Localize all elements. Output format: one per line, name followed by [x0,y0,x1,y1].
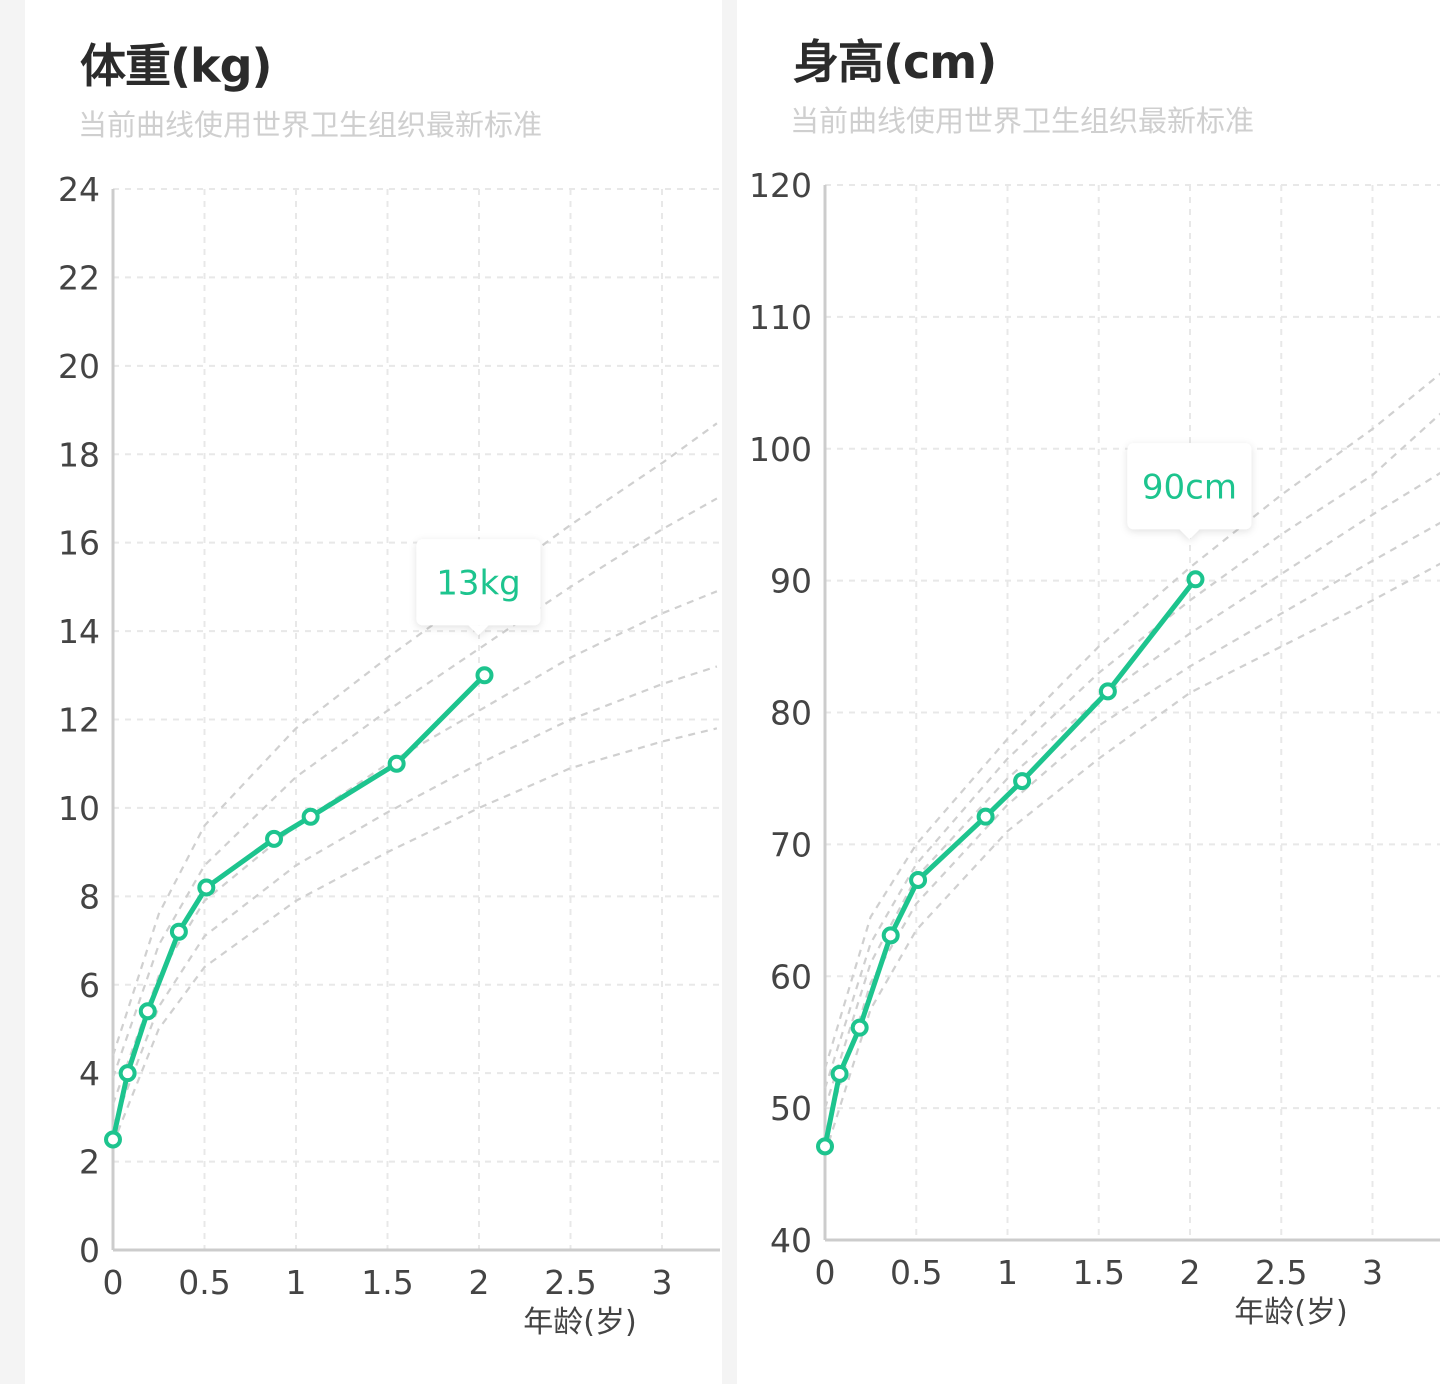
height-x-axis-label: 年龄(岁) [1234,1295,1347,1330]
weight-y-tick-label: 4 [79,1054,100,1093]
height-data-point [1013,772,1032,791]
weight-tooltip [416,539,541,636]
weight-data-point [118,1064,137,1083]
height-y-tick-label: 90 [770,562,812,601]
weight-x-tick-label: 0.5 [178,1263,230,1302]
height-chart-card [737,0,1440,1384]
height-x-tick-label: 2 [1180,1253,1201,1292]
weight-y-tick-label: 8 [79,877,100,916]
height-y-tick-label: 60 [770,957,812,996]
height-chart-title: 身高(cm) [793,35,997,89]
height-tooltip-pointer [1179,529,1200,540]
weight-x-tick-label: 2.5 [544,1263,596,1302]
height-y-tick-label: 120 [749,166,812,205]
weight-data-point [387,754,406,773]
height-x-tick-label: 3 [1362,1253,1383,1292]
height-data-point [1098,682,1117,701]
weight-y-tick-label: 18 [58,435,100,474]
height-data-point [816,1137,834,1156]
height-y-tick-label: 100 [749,430,812,469]
height-chart-subtitle: 当前曲线使用世界卫生组织最新标准 [790,104,1255,138]
weight-x-axis-label: 年龄(岁) [523,1305,636,1340]
height-data-point [881,926,900,945]
weight-chart-title: 体重(kg) [80,39,273,93]
weight-data-point [265,829,284,848]
weight-data-point [197,878,216,897]
weight-data-line [110,673,487,1141]
height-y-tick-label: 70 [770,825,812,864]
weight-tooltip-pointer [468,625,489,636]
height-data-point [1186,570,1205,589]
height-y-tick-label: 80 [770,694,812,733]
height-y-tick-label: 50 [770,1089,812,1128]
weight-y-tick-label: 2 [79,1143,100,1182]
weight-y-tick-label: 16 [58,524,100,563]
weight-y-tick-label: 24 [58,170,100,209]
height-plot: 40 50 60 70 80 90 100 110 120 0 0.5 1 1.5 2 2.5 3 3.5 年龄(… [749,166,1440,1330]
height-x-tick-label: 0.5 [890,1253,942,1292]
weight-tooltip-text: 13kg [436,563,521,603]
height-x-tick-label: 1 [997,1253,1018,1292]
weight-tooltip-box [416,539,541,626]
height-x-tick-label: 0 [815,1253,836,1292]
height-x-tick-label: 3.5 [1438,1253,1440,1292]
weight-x-tick-label: 1.5 [361,1263,413,1302]
weight-data-point [138,1002,157,1021]
weight-y-tick-label: 6 [79,966,100,1005]
weight-y-tick-label: 0 [79,1231,100,1270]
height-tooltip-box [1127,443,1252,530]
weight-x-tick-label: 3 [652,1263,673,1302]
height-y-tick-label: 40 [770,1221,812,1260]
weight-y-tick-label: 12 [58,701,100,740]
weight-y-tick-label: 22 [58,258,100,297]
height-tooltip [1127,443,1252,540]
weight-data-point [475,666,494,685]
height-tooltip-text: 90cm [1142,467,1237,507]
weight-y-tick-label: 14 [58,612,100,651]
weight-reference-curve [111,497,718,1078]
height-data-point [909,870,928,889]
weight-reference-curve [111,727,718,1145]
weight-data-point [301,807,320,826]
weight-data-point [104,1130,122,1149]
weight-data-point [169,922,188,941]
weight-chart-subtitle: 当前曲线使用世界卫生组织最新标准 [78,108,543,142]
height-data-point [830,1064,849,1083]
height-data-point [850,1018,869,1037]
weight-reference-curve [111,590,718,1105]
weight-y-tick-label: 20 [58,347,100,386]
weight-reference-curve [111,665,718,1127]
height-x-tick-label: 2.5 [1255,1253,1307,1292]
height-y-tick-label: 110 [749,298,812,337]
height-data-line [822,577,1198,1147]
weight-reference-curve [111,422,718,1056]
height-x-tick-label: 1.5 [1073,1253,1125,1292]
height-reference-curve [823,562,1440,1155]
weight-x-tick-label: 2 [469,1263,490,1302]
height-reference-curve [823,372,1440,1069]
weight-chart-card [25,0,722,1384]
height-reference-curve [823,412,1440,1089]
height-data-point [976,807,995,826]
weight-x-tick-label: 1 [286,1263,307,1302]
weight-y-tick-label: 10 [58,789,100,828]
weight-x-tick-label: 0 [103,1263,124,1302]
